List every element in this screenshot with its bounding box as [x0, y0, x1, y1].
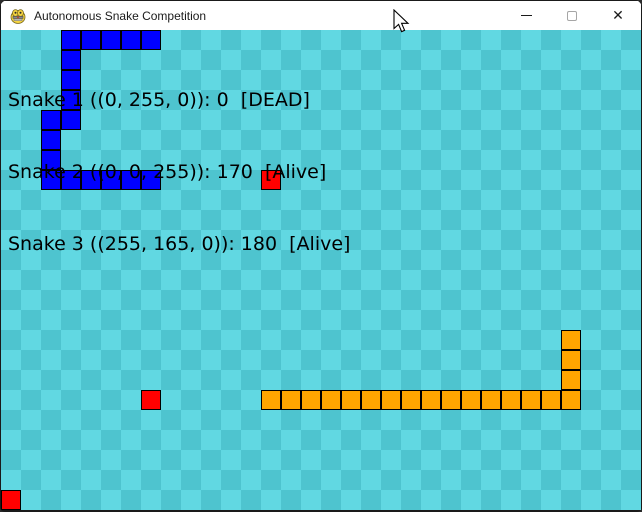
- hud-snake-2-status: Snake 2 ((0, 0, 255)): 170 [Alive]: [8, 161, 327, 183]
- snake-blue-segment: [121, 30, 141, 50]
- snake-orange-segment: [341, 390, 361, 410]
- snake-blue-segment: [41, 130, 61, 150]
- snake-orange-segment: [401, 390, 421, 410]
- snake-blue-segment: [121, 170, 141, 190]
- snake-blue-segment: [101, 170, 121, 190]
- snake-blue-segment: [141, 30, 161, 50]
- snake-orange-segment: [461, 390, 481, 410]
- snake-blue-segment: [41, 150, 61, 170]
- food-item: [1, 490, 21, 510]
- snake-blue-segment: [81, 30, 101, 50]
- snake-blue-segment: [81, 170, 101, 190]
- snake-orange-segment: [421, 390, 441, 410]
- snake-orange-segment: [321, 390, 341, 410]
- snake-blue-segment: [61, 70, 81, 90]
- snake-orange-segment: [521, 390, 541, 410]
- snake-orange-segment: [501, 390, 521, 410]
- close-icon: ✕: [612, 7, 624, 24]
- minimize-button[interactable]: [503, 1, 549, 30]
- snake-orange-segment: [561, 370, 581, 390]
- minimize-icon: [520, 15, 532, 16]
- hud-snake-1-status: Snake 1 ((0, 255, 0)): 0 [DEAD]: [8, 89, 310, 111]
- snake-blue-segment: [61, 30, 81, 50]
- snake-blue-segment: [101, 30, 121, 50]
- snake-orange-segment: [561, 330, 581, 350]
- snake-orange-segment: [381, 390, 401, 410]
- titlebar[interactable]: Autonomous Snake Competition ✕: [1, 1, 641, 30]
- snake-orange-segment: [361, 390, 381, 410]
- mouse-cursor: [393, 9, 410, 33]
- food-item: [141, 390, 161, 410]
- snake-orange-segment: [541, 390, 561, 410]
- snake-blue-segment: [61, 170, 81, 190]
- window-controls: ✕: [503, 1, 641, 30]
- window-title: Autonomous Snake Competition: [34, 8, 207, 23]
- maximize-button[interactable]: [549, 1, 595, 30]
- snake-blue-segment: [61, 90, 81, 110]
- score-hud: Snake 1 ((0, 255, 0)): 0 [DEAD] Snake 2 …: [8, 40, 350, 304]
- snake-orange-segment: [561, 350, 581, 370]
- snake-orange-segment: [481, 390, 501, 410]
- pygame-app-icon: [10, 8, 26, 24]
- snake-blue-segment: [141, 170, 161, 190]
- close-button[interactable]: ✕: [595, 1, 641, 30]
- game-area[interactable]: Snake 1 ((0, 255, 0)): 0 [DEAD] Snake 2 …: [1, 30, 641, 510]
- maximize-icon: [567, 10, 577, 21]
- food-item: [261, 170, 281, 190]
- snake-orange-segment: [301, 390, 321, 410]
- snake-orange-segment: [261, 390, 281, 410]
- snake-blue-segment: [61, 110, 81, 130]
- snake-orange-segment: [281, 390, 301, 410]
- hud-snake-3-status: Snake 3 ((255, 165, 0)): 180 [Alive]: [8, 233, 351, 255]
- snake-blue-segment: [61, 50, 81, 70]
- snake-blue-segment: [41, 110, 61, 130]
- snake-blue-segment: [41, 170, 61, 190]
- snake-orange-segment: [561, 390, 581, 410]
- snake-orange-segment: [441, 390, 461, 410]
